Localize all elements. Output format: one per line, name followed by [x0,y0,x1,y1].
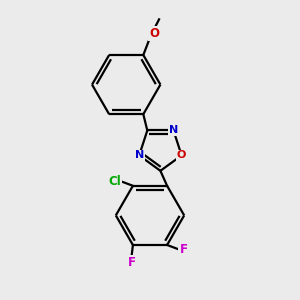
Text: Cl: Cl [109,175,122,188]
Text: F: F [179,243,188,256]
Text: O: O [177,150,186,161]
Text: N: N [169,125,178,136]
Text: F: F [128,256,135,269]
Text: O: O [149,27,159,40]
Text: N: N [135,150,144,161]
